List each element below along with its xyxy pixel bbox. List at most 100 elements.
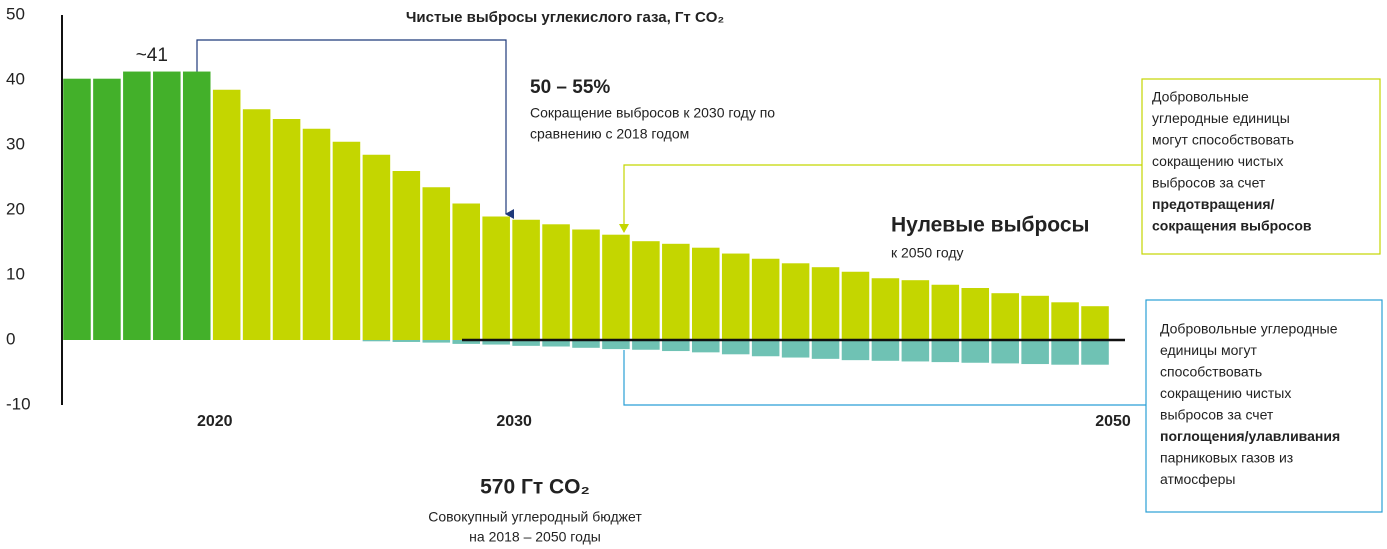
budget-value: 570 Гт CO₂	[480, 476, 590, 499]
box-line: сокращению чистых	[1152, 153, 1283, 169]
bar	[512, 219, 540, 340]
x-tick-label: 2030	[496, 413, 532, 430]
bar	[1051, 302, 1079, 340]
box-line: выбросов за счет	[1160, 407, 1274, 423]
box-line: единицы могут	[1160, 342, 1258, 358]
box-line: углеродные единицы	[1152, 110, 1290, 126]
box-line: сокращения выбросов	[1152, 218, 1312, 234]
bar	[93, 78, 121, 340]
bar	[632, 241, 660, 340]
net-zero: Нулевые выбросы	[891, 214, 1089, 237]
bar	[542, 224, 570, 340]
bar	[602, 234, 630, 340]
bar	[452, 340, 481, 344]
bar	[632, 340, 660, 350]
y-tick-label: 0	[6, 329, 15, 348]
bar	[931, 284, 960, 340]
bar	[392, 340, 421, 342]
y-tick-label: 40	[6, 69, 25, 88]
y-tick-label: 30	[6, 134, 25, 153]
bar	[153, 71, 181, 341]
box-line: предотвращения/	[1152, 196, 1275, 212]
reduction-text: сравнению с 2018 годом	[530, 126, 689, 142]
bar	[482, 216, 510, 340]
bar	[302, 128, 331, 340]
bar	[1081, 306, 1109, 340]
budget-text: на 2018 – 2050 годы	[469, 529, 601, 545]
bar	[1021, 340, 1049, 365]
bar	[691, 340, 720, 353]
y-tick-label: 20	[6, 199, 25, 218]
connector	[619, 164, 1142, 233]
bar	[691, 247, 720, 340]
bar	[63, 78, 91, 340]
info-box	[1145, 299, 1383, 513]
bar	[901, 280, 930, 340]
reduction-value: 50 – 55%	[530, 77, 610, 98]
bar	[452, 203, 481, 340]
bar	[242, 109, 271, 340]
bar	[392, 171, 421, 340]
connector	[196, 39, 514, 219]
bar	[123, 71, 151, 341]
box-line: парниковых газов из	[1160, 450, 1293, 466]
net-zero-year: к 2050 году	[891, 245, 964, 261]
box-line: Добровольные	[1152, 89, 1249, 105]
bar	[721, 253, 750, 340]
bar	[901, 340, 930, 362]
bar	[751, 340, 780, 357]
bar	[572, 340, 600, 348]
budget-text: Совокупный углеродный бюджет	[428, 509, 642, 525]
bar	[182, 71, 211, 341]
bar	[931, 340, 960, 363]
bar	[961, 288, 990, 340]
box-line: могут способствовать	[1152, 132, 1294, 148]
chart-title: Чистые выбросы углекислого газа, Гт CO₂	[406, 9, 724, 26]
bar	[841, 340, 870, 361]
bar	[781, 340, 810, 358]
bar	[272, 119, 301, 340]
x-tick-label: 2020	[197, 413, 233, 430]
bar	[482, 340, 510, 345]
bar	[422, 187, 451, 340]
connector	[623, 350, 1146, 406]
bar	[871, 340, 900, 361]
bar	[542, 340, 570, 347]
bar	[721, 340, 750, 355]
bar	[961, 340, 990, 363]
bar	[1051, 340, 1079, 365]
y-tick-label: 50	[6, 4, 25, 23]
bar	[572, 229, 600, 340]
info-box	[1141, 78, 1381, 255]
bar	[662, 340, 690, 352]
bar	[751, 258, 780, 340]
bar	[811, 340, 840, 359]
bar	[602, 340, 630, 350]
x-tick-label: 2050	[1095, 413, 1131, 430]
bar	[662, 243, 690, 340]
peak-label: ~41	[136, 45, 168, 66]
bar	[841, 271, 870, 340]
y-tick-label: -10	[6, 394, 31, 413]
bar	[781, 263, 810, 340]
bar	[512, 340, 540, 346]
box-line: атмосферы	[1160, 471, 1235, 487]
bar	[362, 340, 391, 342]
box-line: выбросов за счет	[1152, 175, 1266, 191]
box-line: Добровольные углеродные	[1160, 321, 1338, 337]
bar	[1021, 295, 1049, 340]
box-line: сокращению чистых	[1160, 385, 1291, 401]
box-line: поглощения/улавливания	[1160, 428, 1340, 444]
bar	[991, 293, 1019, 340]
bar	[871, 278, 900, 340]
box-line: способствовать	[1160, 364, 1262, 380]
bar	[332, 141, 361, 340]
bar	[991, 340, 1019, 364]
bar	[1081, 340, 1109, 365]
bar	[422, 340, 451, 343]
reduction-text: Сокращение выбросов к 2030 году по	[530, 105, 775, 121]
y-tick-label: 10	[6, 264, 25, 283]
bar	[811, 267, 840, 340]
bar	[362, 154, 391, 340]
